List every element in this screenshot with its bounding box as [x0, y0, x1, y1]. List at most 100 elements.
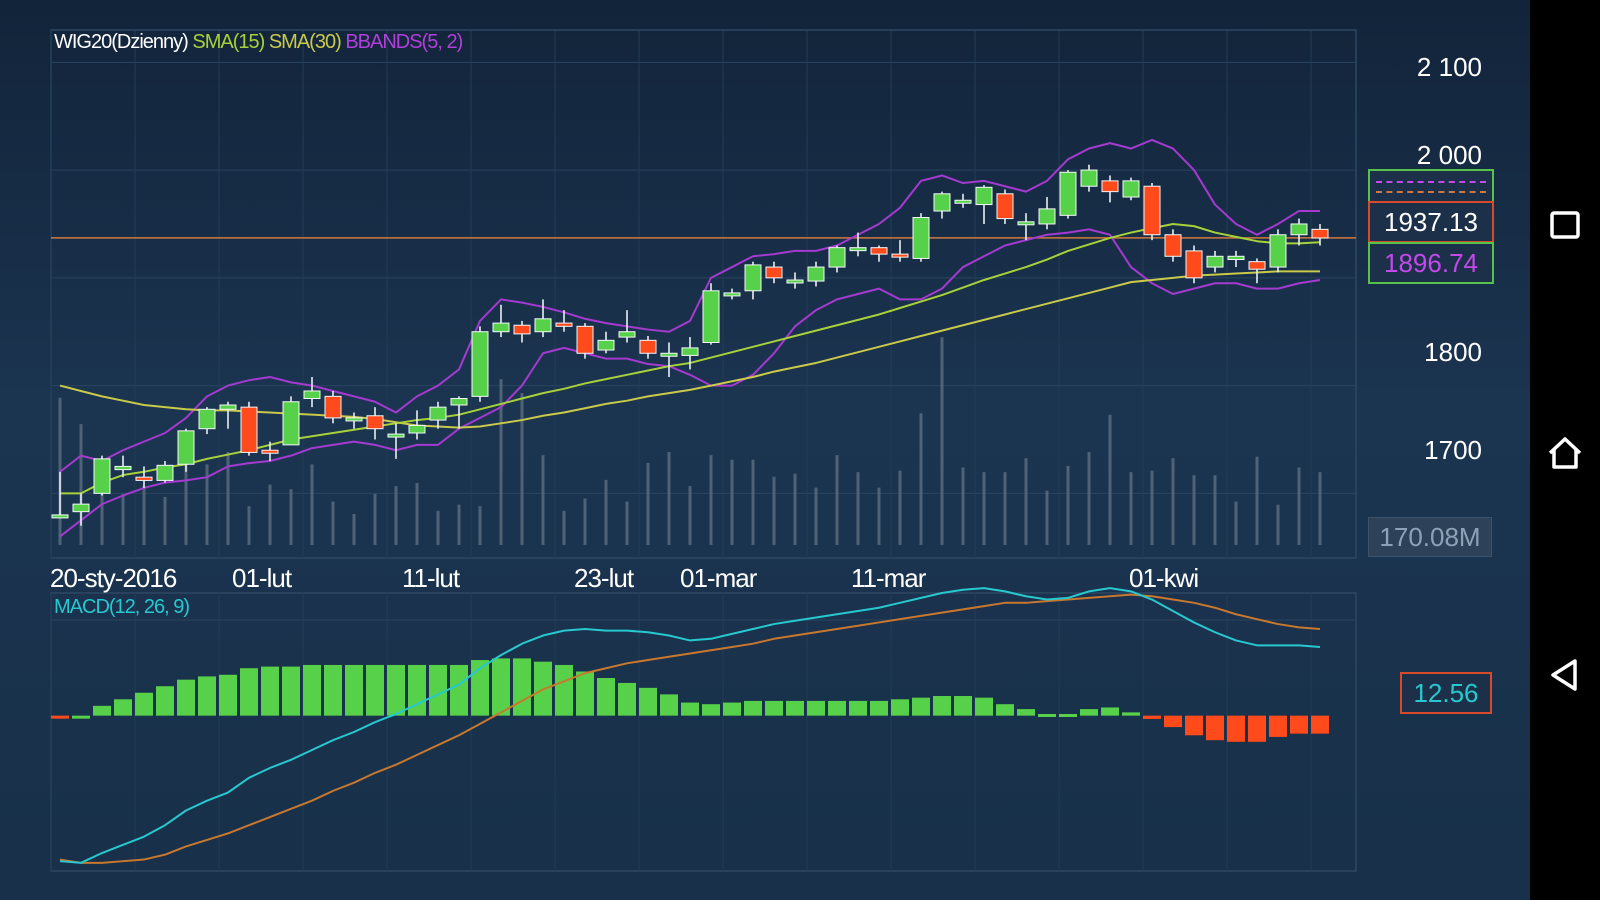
candle [1185, 245, 1203, 284]
volume-bar [541, 455, 545, 545]
macd-histogram-bar [114, 699, 132, 716]
candle [975, 185, 993, 224]
macd-histogram-bar [177, 679, 195, 716]
candle [345, 412, 363, 429]
macd-histogram-bar [1080, 709, 1098, 716]
macd-histogram-bar [786, 700, 804, 716]
candle [849, 232, 867, 257]
candle-body [1206, 255, 1224, 268]
volume-bar [520, 393, 524, 545]
recents-button[interactable] [1530, 190, 1600, 260]
candlestick-series [51, 164, 1329, 526]
macd-histogram-bar [1059, 714, 1077, 718]
macd-histogram-bar [1185, 715, 1203, 736]
candle-body [1038, 208, 1056, 225]
macd-histogram-bar [828, 700, 846, 716]
macd-histogram-bar [1290, 715, 1308, 734]
macd-panel-frame [50, 592, 1357, 872]
volume-bar [268, 484, 272, 545]
macd-histogram-bar [1227, 715, 1245, 742]
home-button[interactable] [1530, 418, 1600, 488]
sma30-line [59, 270, 1320, 429]
volume-bar [205, 464, 209, 545]
candle [51, 471, 69, 519]
candle [702, 283, 720, 345]
macd-histogram-bar [156, 686, 174, 716]
candle-body [282, 401, 300, 446]
last-price-tag: 1937.13 [1368, 201, 1494, 243]
candle-body [849, 247, 867, 252]
volume-bar [688, 486, 692, 545]
candle-body [345, 417, 363, 422]
candle-body [408, 424, 426, 434]
candle [828, 245, 846, 273]
bband-lower-tag: 1896.74 [1368, 242, 1494, 284]
last-price-value: 1937.13 [1384, 206, 1478, 237]
macd-histogram-bar [912, 697, 930, 716]
candle-body [1122, 180, 1140, 198]
volume-bar [142, 486, 146, 545]
chart-canvas[interactable] [0, 0, 1530, 900]
macd-legend: MACD(12, 26, 9) [54, 596, 190, 618]
candle [1143, 183, 1161, 241]
macd-histogram-bar [1143, 715, 1161, 719]
candle [996, 189, 1014, 224]
candle-body [1164, 234, 1182, 257]
volume-bar [919, 413, 923, 545]
macd-histogram-bar [429, 664, 447, 716]
macd-histogram-bar [555, 664, 573, 716]
volume-bar [247, 506, 251, 545]
volume-bar [835, 455, 839, 545]
candle [1227, 250, 1245, 268]
candle-body [576, 325, 594, 354]
recents-icon [1550, 211, 1580, 239]
candle-body [1290, 223, 1308, 236]
candle-body [1248, 261, 1266, 270]
candle [786, 272, 804, 289]
candle-body [51, 514, 69, 519]
volume-bar [1234, 501, 1238, 545]
price-axis-label: 1800 [1424, 337, 1482, 367]
candle [303, 376, 321, 408]
macd-histogram-bar [744, 700, 762, 716]
price-legend: WIG20(Dzienny) SMA(15) SMA(30) BBANDS(5,… [54, 31, 463, 54]
candle-body [471, 331, 489, 397]
volume-bar [1045, 490, 1049, 545]
macd-histogram-bar [387, 664, 405, 716]
candle-body [303, 390, 321, 400]
candle-body [156, 464, 174, 481]
candle-body [975, 186, 993, 206]
candle-body [891, 253, 909, 258]
candle [765, 261, 783, 284]
macd-histogram-bar [618, 682, 636, 716]
candle [114, 455, 132, 478]
macd-histogram-bar [1122, 712, 1140, 716]
back-button[interactable] [1530, 640, 1600, 710]
volume-bar [898, 470, 902, 545]
macd-histogram-bar [1017, 709, 1035, 716]
candle [177, 428, 195, 472]
candle-body [219, 404, 237, 410]
candle-body [387, 433, 405, 438]
back-icon [1551, 659, 1577, 691]
volume-value: 170.08M [1379, 521, 1481, 552]
candle [1101, 175, 1119, 203]
candle-body [93, 458, 111, 494]
volume-bar [1213, 475, 1217, 545]
volume-bar [1108, 414, 1112, 545]
candle [576, 323, 594, 359]
candle [1059, 170, 1077, 219]
date-label: 23-lut [574, 563, 634, 593]
candle-body [1227, 255, 1245, 261]
legend-bbands: BBANDS(5, 2) [345, 31, 463, 53]
candle [912, 213, 930, 262]
candle [240, 401, 258, 456]
candle [534, 299, 552, 338]
date-label: 20-sty-2016 [50, 563, 177, 593]
candle [1080, 164, 1098, 192]
legend-sma30: SMA(30) [268, 31, 342, 53]
candle [324, 390, 342, 424]
candle [660, 342, 678, 377]
overlay-tags-stack [1368, 169, 1494, 201]
candle-body [555, 322, 573, 327]
